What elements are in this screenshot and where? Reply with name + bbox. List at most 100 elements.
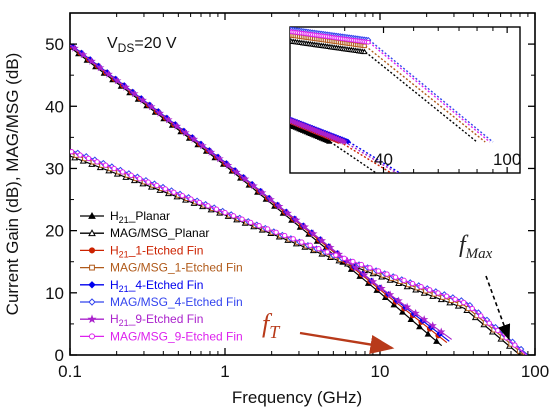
data-point [85, 155, 92, 162]
legend-label: H21_Planar [110, 209, 170, 225]
data-point [264, 226, 271, 232]
data-point [70, 43, 79, 52]
data-point [399, 308, 406, 315]
data-point [206, 147, 216, 156]
data-point [418, 283, 424, 290]
legend-item: H21_9-Etched Fin [80, 312, 203, 328]
series-8 [70, 148, 527, 355]
ft-arrow [299, 331, 395, 354]
data-point [137, 176, 143, 182]
data-point [394, 296, 403, 305]
inset-line-dotted [339, 141, 393, 173]
data-point [351, 263, 361, 272]
data-point [375, 268, 382, 274]
vds-prefix: V [107, 35, 118, 52]
legend-item: MAG/MSG_4-Etched Fin [80, 295, 243, 309]
vds-annotation: VDS=20 V [107, 35, 177, 55]
data-point [435, 290, 441, 296]
data-point [512, 342, 518, 348]
legend-item: H21_Planar [80, 209, 170, 225]
data-point [111, 165, 117, 172]
data-point [401, 277, 407, 284]
data-point [281, 232, 288, 239]
inset-series-5 [290, 37, 478, 143]
data-point [307, 242, 313, 249]
inset-x-axis-ticks: 40 100 [344, 27, 521, 173]
data-point [290, 236, 296, 242]
data-point [273, 229, 279, 235]
legend-label-main: MAG/MSG_1-Etched Fin [110, 261, 243, 275]
data-point [416, 323, 423, 330]
data-point [96, 63, 105, 72]
data-point [275, 202, 284, 210]
data-point [409, 280, 416, 287]
x-tick-label: 10 [371, 362, 390, 381]
data-point [181, 128, 190, 137]
data-point [478, 313, 484, 319]
data-point [392, 274, 399, 280]
data-point [79, 50, 88, 59]
data-point [411, 308, 420, 317]
data-point [292, 215, 301, 224]
data-point [309, 229, 318, 238]
data-point [87, 56, 96, 65]
fmax-main: f [459, 232, 469, 258]
data-point [324, 249, 331, 255]
x-tick-label: 0.1 [58, 362, 82, 381]
inset-frame [289, 26, 521, 174]
legend-label-sub: 21 [119, 215, 129, 225]
data-point [443, 293, 450, 299]
inset-series-1 [290, 121, 378, 173]
data-point [300, 222, 309, 231]
inset-line-dotted [330, 141, 378, 173]
inset-series-8 [290, 29, 491, 143]
legend-label: H21_1-Etched Fin [110, 243, 203, 259]
ft-annotation: fT [262, 309, 281, 342]
data-point [361, 48, 368, 55]
x-tick-label: 1 [220, 362, 229, 381]
legend-label: MAG/MSG_4-Etched Fin [110, 295, 243, 309]
data-point [222, 209, 228, 216]
y-tick-label: 50 [45, 35, 64, 54]
data-point [164, 115, 173, 124]
legend-label: H21_9-Etched Fin [110, 312, 203, 328]
fmax-sub: Max [465, 246, 493, 262]
data-point [196, 199, 203, 206]
data-point [88, 247, 96, 254]
data-point [239, 216, 245, 222]
inset-x-tick-label: 100 [493, 150, 521, 169]
legend-label-sub: 21 [119, 284, 129, 294]
data-point [266, 195, 275, 204]
y-tick-label: 40 [45, 97, 64, 116]
data-point [385, 290, 395, 299]
data-point [94, 159, 100, 165]
data-point [452, 296, 458, 303]
data-point [172, 121, 182, 130]
data-point [155, 108, 165, 117]
data-point [241, 174, 250, 183]
y-tick-label: 20 [45, 222, 64, 241]
data-point [249, 181, 258, 190]
data-point [232, 167, 241, 176]
inset-series-6 [290, 32, 486, 143]
data-point [121, 82, 130, 91]
legend-label-sub: 21 [119, 318, 129, 328]
ft-sub: T [269, 322, 281, 342]
data-point [119, 169, 126, 175]
data-point [171, 189, 177, 195]
data-point [362, 43, 367, 49]
data-point [88, 211, 96, 219]
data-point [426, 287, 433, 293]
data-point [428, 321, 437, 330]
data-point [198, 141, 207, 150]
data-point [495, 327, 501, 334]
inset-x-tick-label: 40 [374, 150, 393, 169]
data-point [104, 69, 113, 78]
x-tick-label: 100 [521, 362, 549, 381]
data-point [88, 333, 96, 340]
legend-label-rest: _Planar [128, 209, 170, 223]
data-point [215, 154, 224, 163]
data-point [340, 137, 348, 145]
legend-label: MAG/MSG_9-Etched Fin [110, 329, 243, 343]
